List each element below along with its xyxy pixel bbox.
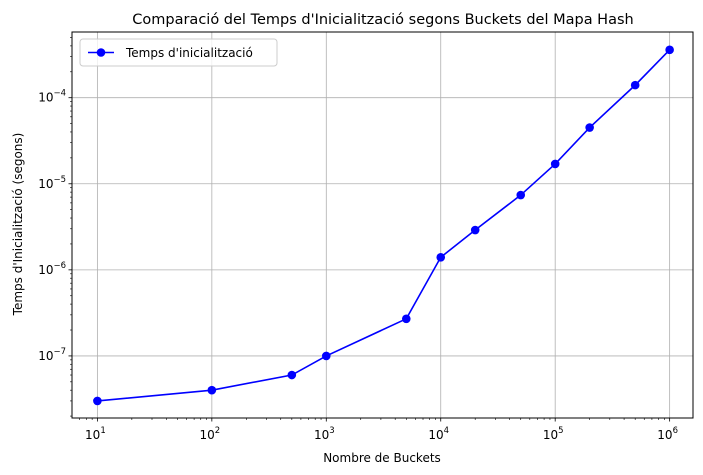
data-point [207, 385, 217, 395]
legend-box [79, 38, 278, 67]
data-point [470, 225, 480, 235]
data-point [630, 80, 640, 90]
series-layer [93, 45, 674, 406]
series-line [97, 49, 671, 402]
y-axis-label: Temps d'Inicialització (segons) [11, 133, 25, 317]
chart-title: Comparació del Temps d'Inicialització se… [132, 12, 633, 28]
axis-ticks: 101 102 103 104 105 106 10−7 10−6 10−5 10−4 [38, 37, 678, 442]
data-point [93, 396, 102, 406]
x-tick-label: 103 [314, 426, 335, 442]
data-point [665, 45, 674, 55]
grid [72, 32, 693, 418]
data-point [516, 190, 526, 200]
data-point [550, 159, 560, 169]
x-axis-label: Nombre de Buckets [323, 451, 441, 465]
x-tick-label: 101 [85, 426, 106, 442]
data-point [401, 314, 411, 324]
data-point [321, 351, 331, 361]
y-tick-label: 10−7 [38, 347, 66, 363]
legend-label: Temps d'inicialització [125, 46, 253, 60]
x-tick-label: 102 [199, 426, 220, 442]
y-tick-label: 10−6 [38, 261, 66, 277]
data-point [287, 370, 297, 380]
y-tick-label: 10−5 [38, 175, 66, 191]
x-tick-label: 106 [657, 426, 678, 442]
data-point [585, 123, 594, 132]
legend: Temps d'inicialització [79, 38, 278, 67]
x-tick-label: 104 [428, 426, 449, 442]
x-tick-label: 105 [543, 426, 564, 442]
y-tick-label: 10−4 [38, 89, 66, 105]
data-point [436, 252, 446, 262]
plot-frame [71, 31, 694, 419]
legend-marker [96, 48, 106, 57]
